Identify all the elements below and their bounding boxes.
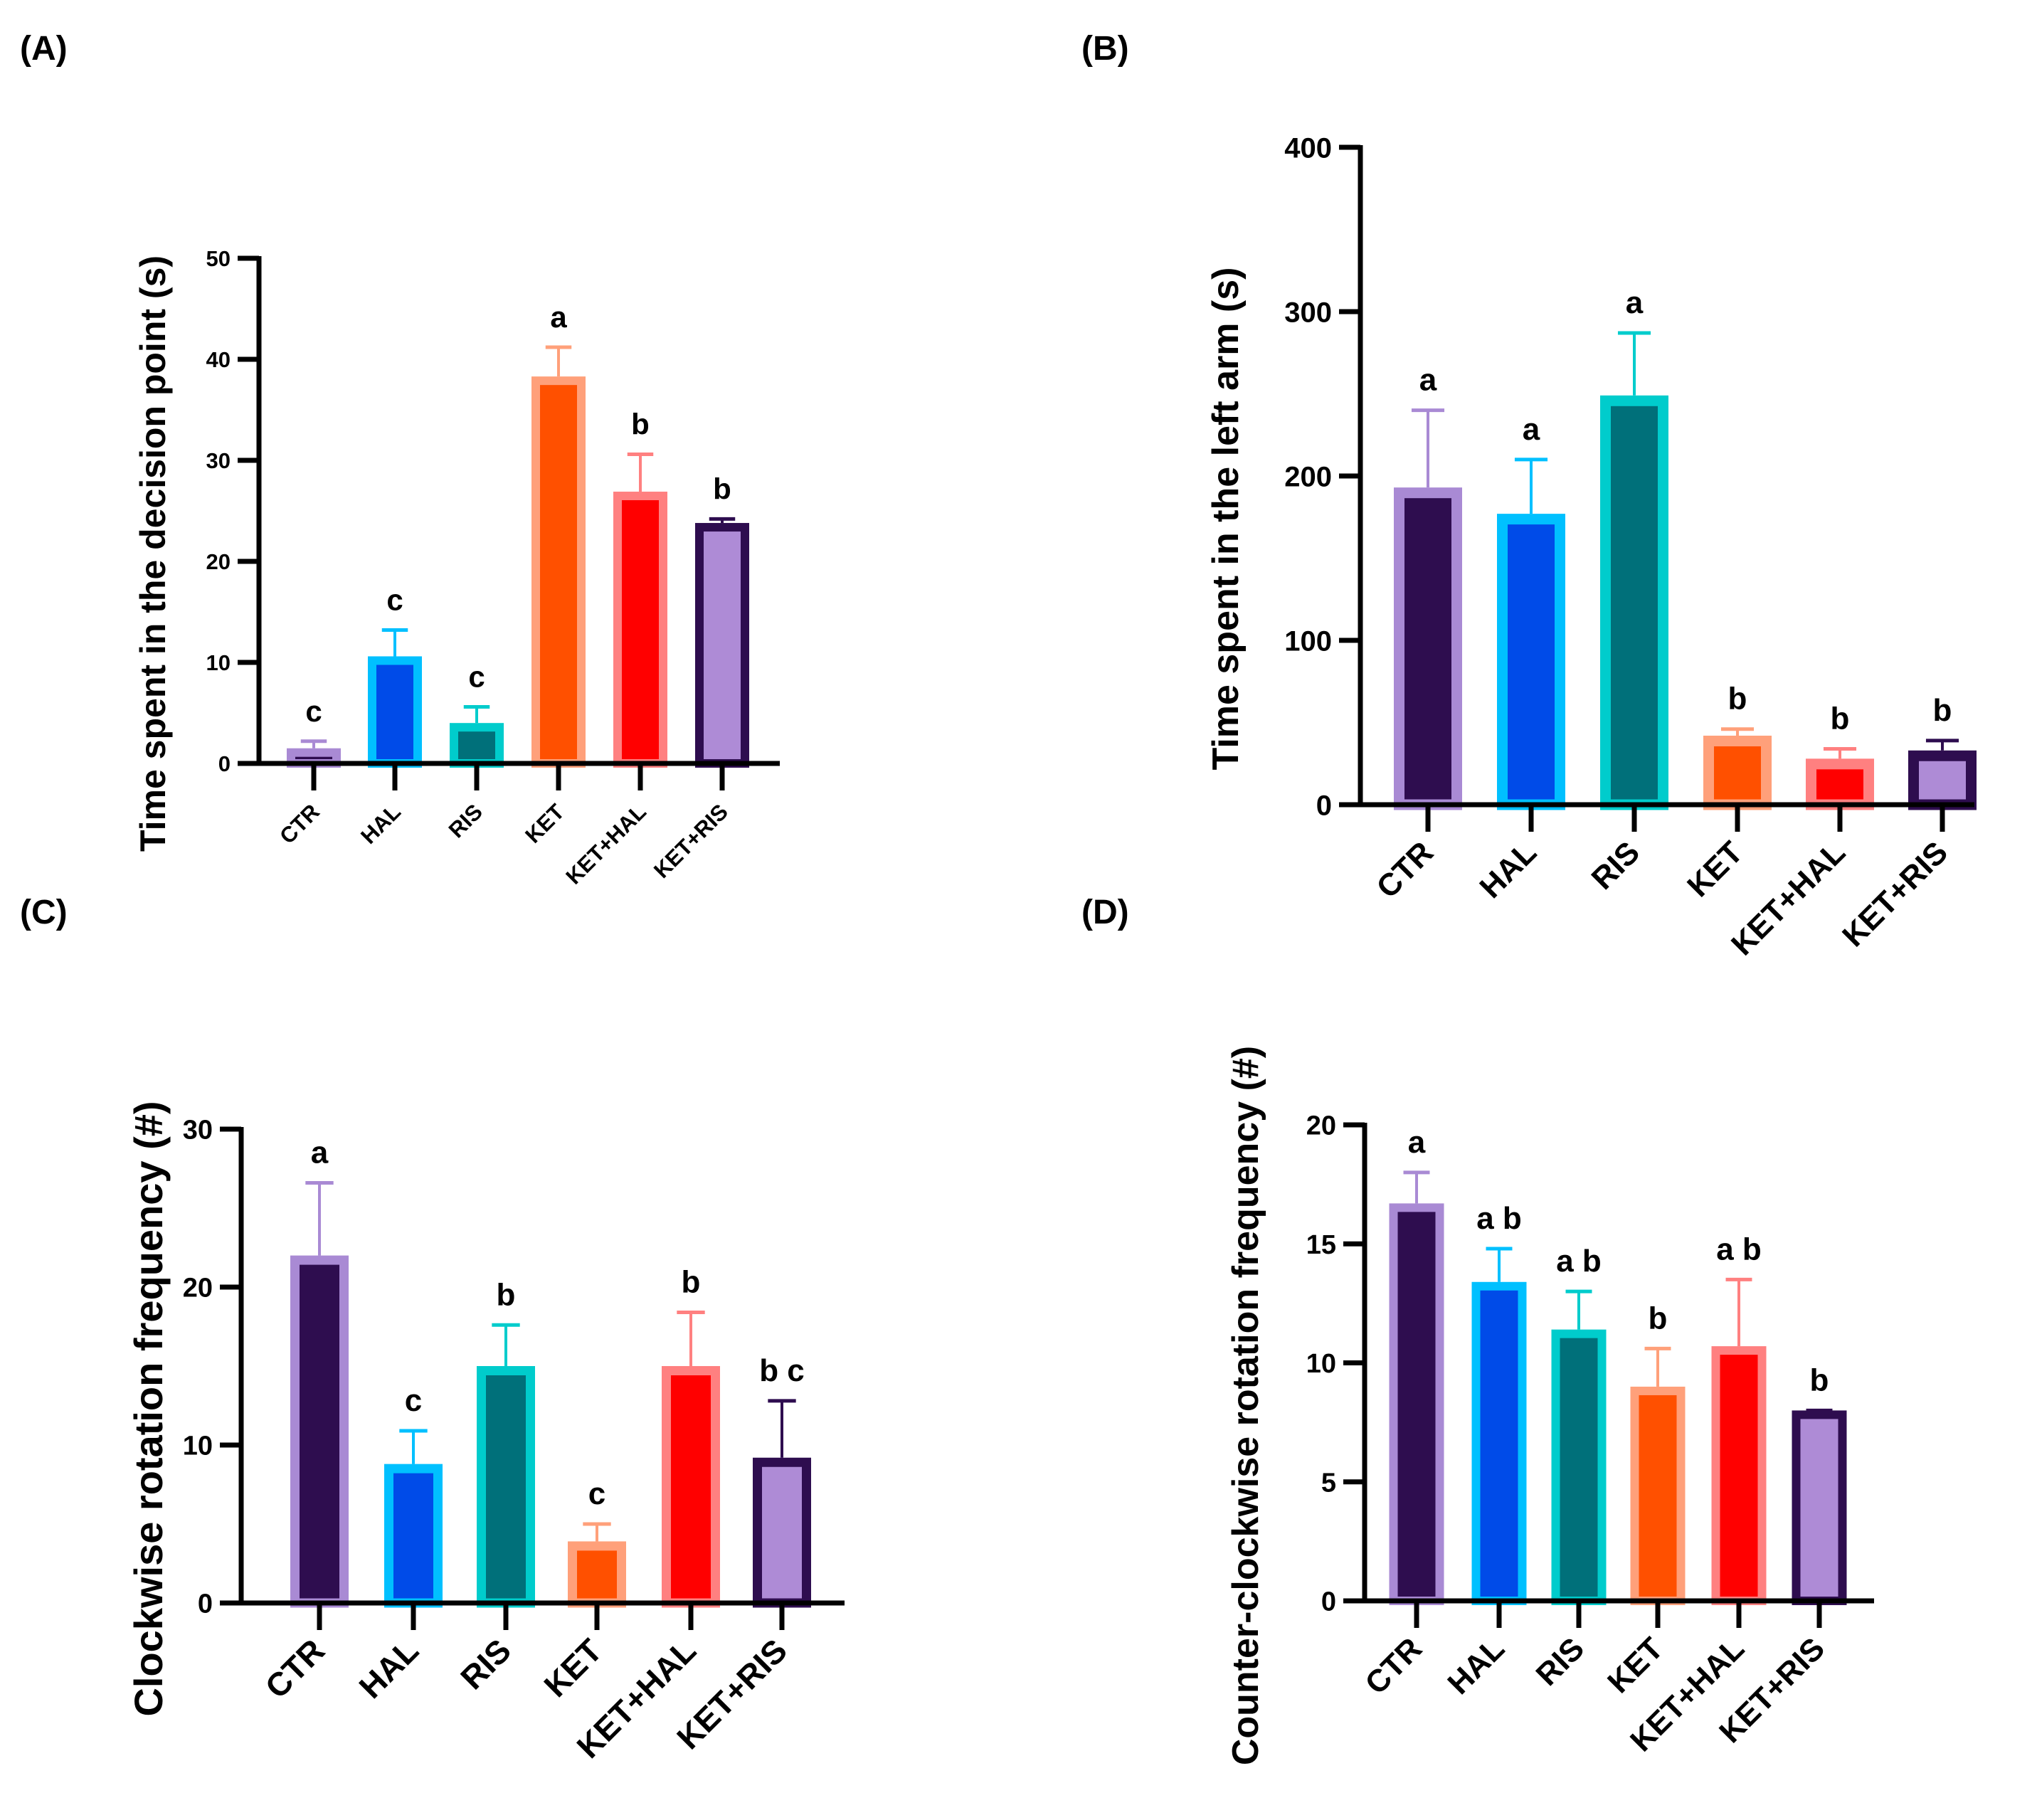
significance-letter: a b (1556, 1244, 1602, 1279)
y-tick-label: 300 (1284, 297, 1332, 328)
significance-letter: c (468, 660, 485, 693)
y-tick-label: 100 (1284, 625, 1332, 657)
significance-letter: c (305, 694, 322, 728)
significance-letter: a (1419, 363, 1437, 398)
x-tick-label: CTR (1370, 835, 1440, 905)
panel-label: (C) (20, 894, 68, 931)
bar-ket (1630, 1386, 1686, 1605)
chart-panel-d: (D) Counter-clockwise rotation frequency … (1081, 894, 1874, 1765)
significance-letter: b c (759, 1353, 805, 1388)
x-tick-label: KET (536, 1631, 609, 1704)
bar-ket-hal (613, 492, 667, 768)
y-tick-label: 200 (1284, 461, 1332, 492)
bar-ket-hal (662, 1366, 720, 1608)
bar-ris (1600, 395, 1668, 810)
significance-letter: b (1933, 693, 1952, 728)
y-tick-label: 20 (206, 549, 231, 574)
y-tick-label: 20 (183, 1274, 213, 1303)
y-tick-label: 0 (1321, 1587, 1336, 1617)
x-tick-label: KET (1681, 835, 1750, 904)
significance-letter: a b (1716, 1232, 1762, 1266)
panel-label: (D) (1081, 894, 1129, 931)
x-tick-label: HAL (356, 799, 406, 849)
y-tick-label: 30 (206, 448, 231, 473)
bar-ket (531, 376, 586, 768)
bar-ket-hal (1711, 1346, 1767, 1605)
x-tick-label: KET+HAL (561, 799, 650, 889)
significance-letter: a b (1476, 1201, 1522, 1236)
x-tick-label: KET (520, 799, 569, 848)
significance-letter: b (682, 1265, 701, 1300)
panel-label: (A) (20, 30, 68, 68)
significance-letter: c (588, 1476, 605, 1511)
significance-letter: b (1831, 701, 1850, 736)
chart-panel-b: (B) Time spent in the left arm (s) a CTR a HA… (1081, 30, 1977, 962)
y-axis-label: Clockwise rotation frequency (#) (126, 1101, 171, 1716)
bar-ris (477, 1366, 535, 1608)
bar-ket-ris (753, 1457, 811, 1608)
x-tick-label: HAL (1473, 835, 1543, 905)
bar-hal (368, 656, 422, 768)
significance-letter: a (1408, 1125, 1426, 1160)
y-tick-label: 0 (198, 1589, 213, 1619)
y-tick-label: 400 (1284, 132, 1332, 164)
significance-letter: c (405, 1383, 422, 1418)
bar-ket-ris (1792, 1410, 1847, 1606)
bar-ris (1551, 1329, 1607, 1606)
bar-hal (1471, 1281, 1527, 1606)
x-tick-label: CTR (275, 799, 324, 849)
y-tick-label: 15 (1306, 1230, 1336, 1260)
y-tick-label: 10 (206, 650, 231, 675)
x-tick-label: RIS (1585, 835, 1647, 896)
x-tick-label: RIS (1530, 1631, 1592, 1693)
y-tick-label: 5 (1321, 1468, 1336, 1498)
y-axis-label: Time spent in the left arm (s) (1205, 268, 1247, 771)
x-tick-label: RIS (444, 799, 487, 842)
significance-letter: b (1649, 1301, 1668, 1335)
y-tick-label: 40 (206, 347, 231, 372)
y-tick-label: 10 (183, 1432, 213, 1461)
chart-panel-c: (C) Clockwise rotation frequency (#) a CTR c… (20, 894, 845, 1765)
y-tick-label: 0 (1316, 790, 1332, 821)
x-tick-label: CTR (1358, 1631, 1429, 1701)
y-tick-label: 0 (218, 751, 231, 776)
bar-ris (450, 723, 504, 768)
y-tick-label: 50 (206, 246, 231, 271)
significance-letter: b (497, 1277, 516, 1312)
y-tick-label: 10 (1306, 1349, 1336, 1379)
bar-hal (1497, 514, 1565, 810)
x-tick-label: HAL (1441, 1631, 1511, 1701)
significance-letter: c (386, 583, 403, 617)
x-tick-label: KET (1601, 1631, 1670, 1700)
bar-hal (384, 1464, 443, 1608)
chart-panel-a: (A) Time spent in the decision point (s) c… (20, 30, 780, 889)
y-axis-label: Time spent in the decision point (s) (133, 255, 173, 852)
bar-ctr (1389, 1203, 1444, 1605)
x-tick-label: KET+RIS (1836, 835, 1954, 953)
panel-label: (B) (1081, 30, 1129, 68)
significance-letter: b (1728, 682, 1747, 716)
x-tick-label: KET+RIS (649, 799, 733, 883)
significance-letter: a (1523, 412, 1540, 447)
bar-ket-ris (1908, 750, 1977, 810)
x-tick-label: RIS (453, 1631, 518, 1696)
bar-ket-hal (1806, 758, 1874, 810)
y-axis-label: Counter-clockwise rotation frequency (#) (1225, 1046, 1266, 1765)
y-tick-label: 20 (1306, 1111, 1336, 1141)
bar-ket (568, 1541, 626, 1608)
bar-ket-ris (695, 523, 749, 768)
significance-letter: a (550, 300, 567, 334)
significance-letter: b (1810, 1363, 1829, 1397)
x-tick-label: CTR (258, 1631, 332, 1705)
bar-ctr (290, 1255, 349, 1608)
significance-letter: a (311, 1135, 329, 1170)
y-tick-label: 30 (183, 1116, 213, 1146)
x-tick-label: HAL (351, 1631, 425, 1705)
significance-letter: b (631, 407, 650, 440)
bar-ket (1703, 735, 1772, 810)
significance-letter: b (713, 472, 731, 505)
significance-letter: a (1626, 285, 1644, 320)
bar-ctr (1394, 487, 1462, 810)
